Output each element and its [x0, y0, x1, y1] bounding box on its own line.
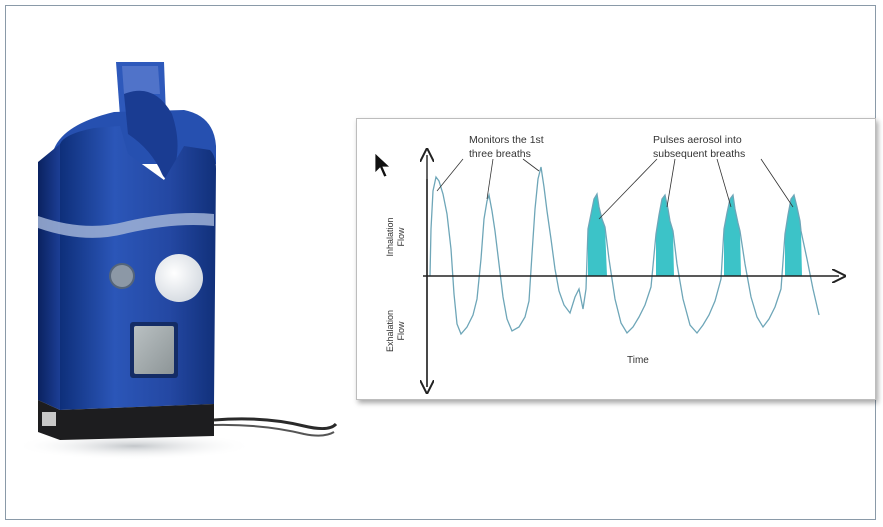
leader-line-2: [486, 158, 494, 200]
mouthpiece-highlight: [122, 66, 160, 94]
annotation-pulses-line1: Pulses aerosol into: [653, 134, 742, 146]
device-button: [109, 263, 135, 289]
device-base: [38, 400, 214, 440]
leader-line-4: [598, 158, 658, 220]
device-base-label: [42, 412, 56, 426]
exhalation-label-line2: Flow: [396, 321, 406, 341]
annotation-monitors-line2: three breaths: [469, 148, 531, 160]
inhalation-label-group: Inhalation Flow: [385, 217, 406, 256]
exhalation-label-group: Exhalation Flow: [385, 310, 406, 352]
annotation-monitors-line1: Monitors the 1st: [469, 134, 544, 146]
device-band: [38, 213, 214, 238]
exhalation-label-line1: Exhalation: [385, 310, 395, 352]
leader-line-3: [522, 158, 540, 172]
inhaler-device-illustration: [14, 54, 344, 474]
annotation-pulses-line2: subsequent breaths: [653, 148, 745, 160]
device-cable-2: [213, 423, 335, 437]
device-side: [38, 144, 60, 410]
inhalation-label-line2: Flow: [396, 227, 406, 247]
leader-line-1: [436, 158, 464, 192]
pulse-fill-3: [724, 195, 741, 276]
pulse-fill-2: [656, 195, 674, 276]
leader-line-6: [716, 158, 732, 208]
pointer-cursor-icon: [374, 152, 392, 178]
pulse-fill-4: [785, 195, 802, 276]
device-cable: [213, 417, 338, 431]
breath-flow-diagram: Monitors the 1st three breaths Pulses ae…: [356, 118, 876, 400]
leader-line-5: [666, 158, 676, 208]
flow-waveform: [429, 166, 820, 336]
flow-diagram-svg: Monitors the 1st three breaths Pulses ae…: [374, 134, 875, 399]
inhalation-label-line1: Inhalation: [385, 217, 395, 256]
inhaler-device-graphic: [14, 62, 338, 460]
pulse-fill-1: [588, 194, 607, 276]
device-nose: [124, 90, 178, 179]
slide: Monitors the 1st three breaths Pulses ae…: [5, 5, 876, 520]
time-axis-label: Time: [627, 355, 649, 366]
device-indicator-ball: [155, 254, 203, 302]
leader-line-7: [760, 158, 794, 208]
device-screen: [134, 326, 174, 374]
